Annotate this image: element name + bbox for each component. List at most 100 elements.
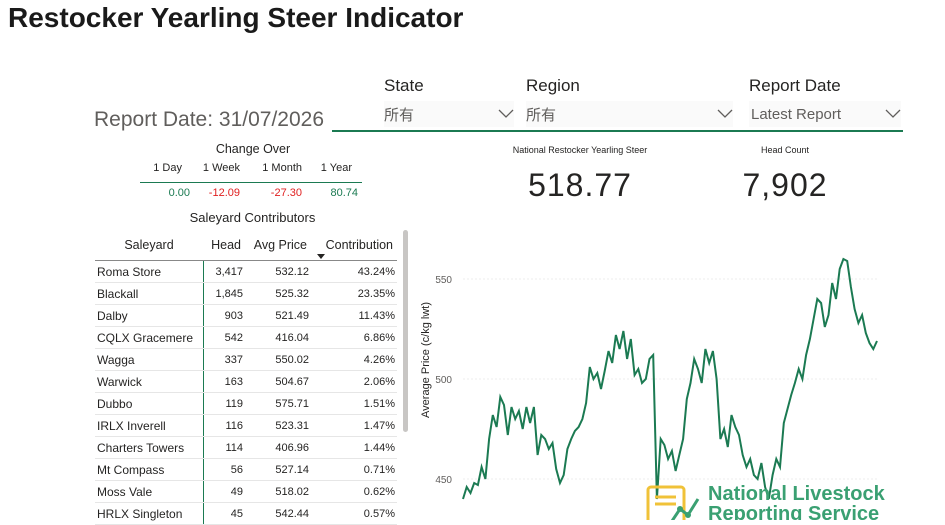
head-cell: 45 <box>203 502 245 525</box>
saleyard-cell: Dubbo <box>95 392 204 415</box>
contribution-cell: 0.71% <box>311 458 397 481</box>
change-over-value: -27.30 <box>270 187 302 199</box>
chevron-down-icon <box>498 109 514 118</box>
avg-price-column-header[interactable]: Avg Price <box>245 230 311 261</box>
report-date-dropdown[interactable]: Latest Report <box>749 101 901 127</box>
saleyard-table: Saleyard Head Avg Price Contribution Rom… <box>95 230 397 525</box>
head-count-kpi-value: 7,902 <box>742 167 828 203</box>
chevron-down-icon <box>717 109 733 118</box>
change-over-table: 1 Day 1 Week 1 Month 1 Year 0.00 -12.09 … <box>140 162 366 202</box>
report-date-slicer-title: Report Date <box>749 76 841 95</box>
region-slicer-title: Region <box>526 76 580 95</box>
saleyard-cell: CQLX Gracemere <box>95 326 204 349</box>
saleyard-cell: Charters Towers <box>95 436 204 459</box>
indicator-kpi-label: National Restocker Yearling Steer <box>512 145 648 155</box>
contribution-cell: 6.86% <box>311 326 397 349</box>
avg-price-cell: 504.67 <box>245 370 311 393</box>
head-cell: 163 <box>203 370 245 393</box>
y-tick-label: 550 <box>435 275 452 286</box>
avg-price-cell: 550.02 <box>245 348 311 371</box>
head-cell: 116 <box>203 414 245 437</box>
head-cell: 49 <box>203 480 245 503</box>
contribution-cell: 2.06% <box>311 370 397 393</box>
avg-price-cell: 406.96 <box>245 436 311 459</box>
head-count-kpi-label: Head Count <box>760 145 810 155</box>
table-row[interactable]: Wagga 337 550.02 4.26% <box>95 348 397 371</box>
saleyard-contributors-title: Saleyard Contributors <box>189 210 316 225</box>
table-row[interactable]: Blackall 1,845 525.32 23.35% <box>95 282 397 305</box>
table-row[interactable]: Warwick 163 504.67 2.06% <box>95 370 397 393</box>
saleyard-cell: Moss Vale <box>95 480 204 503</box>
avg-price-cell: 416.04 <box>245 326 311 349</box>
head-cell: 119 <box>203 392 245 415</box>
contribution-cell: 11.43% <box>311 304 397 327</box>
avg-price-cell: 542.44 <box>245 502 311 525</box>
page-title: Restocker Yearling Steer Indicator <box>8 2 464 33</box>
table-row[interactable]: IRLX Inverell 116 523.31 1.47% <box>95 414 397 437</box>
head-cell: 1,845 <box>203 282 245 305</box>
table-row[interactable]: Roma Store 3,417 532.12 43.24% <box>95 260 397 283</box>
report-date-dropdown-value: Latest Report <box>751 105 842 123</box>
contribution-cell: 0.62% <box>311 480 397 503</box>
report-date-slicer: Report Date <box>749 76 903 96</box>
report-date-label: Report Date: 31/07/2026 <box>94 108 324 131</box>
contribution-cell: 23.35% <box>311 282 397 305</box>
contribution-cell: 1.51% <box>311 392 397 415</box>
head-column-header[interactable]: Head <box>203 230 245 261</box>
saleyard-cell: Roma Store <box>95 260 204 283</box>
change-over-header: 1 Day <box>153 162 182 174</box>
y-axis-label: Average Price (c/kg lwt) <box>420 302 432 418</box>
change-over-title: Change Over <box>215 142 291 156</box>
contribution-cell: 1.47% <box>311 414 397 437</box>
head-cell: 114 <box>203 436 245 459</box>
avg-price-cell: 523.31 <box>245 414 311 437</box>
table-row[interactable]: Charters Towers 114 406.96 1.44% <box>95 436 397 459</box>
table-row[interactable]: HRLX Singleton 45 542.44 0.57% <box>95 502 397 525</box>
table-scrollbar[interactable] <box>403 230 408 432</box>
region-slicer: Region <box>526 76 736 96</box>
state-dropdown[interactable]: 所有 <box>384 101 514 127</box>
report-logo-icon <box>646 485 700 520</box>
head-cell: 542 <box>203 326 245 349</box>
avg-price-cell: 521.49 <box>245 304 311 327</box>
table-row[interactable]: Moss Vale 49 518.02 0.62% <box>95 480 397 503</box>
series-line <box>462 257 878 500</box>
state-slicer: State <box>384 76 514 96</box>
y-tick-label: 450 <box>435 475 452 486</box>
price-line-chart: 450 500 550 Average Price (c/kg lwt) <box>420 257 878 500</box>
avg-price-cell: 518.02 <box>245 480 311 503</box>
nlrs-logo: National Livestock Reporting Service <box>646 481 945 520</box>
saleyard-cell: Wagga <box>95 348 204 371</box>
saleyard-cell: HRLX Singleton <box>95 502 204 525</box>
table-row[interactable]: Mt Compass 56 527.14 0.71% <box>95 458 397 481</box>
contribution-cell: 4.26% <box>311 348 397 371</box>
contribution-cell: 0.57% <box>311 502 397 525</box>
head-cell: 56 <box>203 458 245 481</box>
change-over-value: -12.09 <box>208 187 240 199</box>
change-over-value: 80.74 <box>330 187 358 199</box>
saleyard-cell: IRLX Inverell <box>95 414 204 437</box>
y-tick-label: 500 <box>435 375 452 386</box>
table-row[interactable]: Dubbo 119 575.71 1.51% <box>95 392 397 415</box>
chevron-down-icon <box>885 109 901 118</box>
change-over-header: 1 Year <box>320 162 352 174</box>
contribution-cell: 1.44% <box>311 436 397 459</box>
logo-line1: National Livestock <box>708 483 885 505</box>
change-over-header: 1 Month <box>262 162 302 174</box>
change-over-divider <box>140 182 362 183</box>
saleyard-cell: Dalby <box>95 304 204 327</box>
sort-descending-icon <box>317 254 325 259</box>
indicator-kpi-value: 518.77 <box>528 167 632 203</box>
table-row[interactable]: Dalby 903 521.49 11.43% <box>95 304 397 327</box>
table-header-row: Saleyard Head Avg Price Contribution <box>95 230 397 261</box>
contribution-column-header[interactable]: Contribution <box>311 230 397 261</box>
state-dropdown-value: 所有 <box>384 106 415 124</box>
change-over-value: 0.00 <box>168 187 190 199</box>
avg-price-cell: 575.71 <box>245 392 311 415</box>
saleyard-column-header[interactable]: Saleyard <box>95 230 203 261</box>
avg-price-cell: 525.32 <box>245 282 311 305</box>
table-row[interactable]: CQLX Gracemere 542 416.04 6.86% <box>95 326 397 349</box>
saleyard-cell: Blackall <box>95 282 204 305</box>
avg-price-cell: 532.12 <box>245 260 311 283</box>
region-dropdown[interactable]: 所有 <box>526 101 733 127</box>
